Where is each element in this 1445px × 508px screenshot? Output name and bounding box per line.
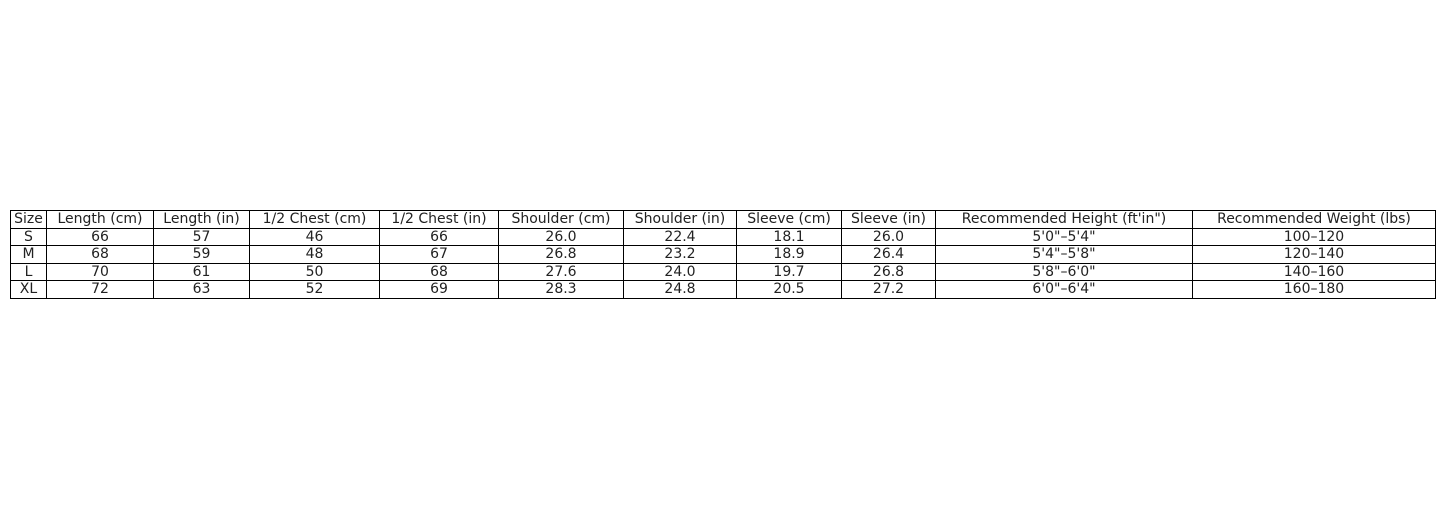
table-cell: L [10, 262, 47, 281]
column-header: Recommended Height (ft'in") [935, 210, 1193, 229]
table-cell: 140–160 [1192, 262, 1436, 281]
table-cell: 59 [153, 245, 250, 264]
column-header: 1/2 Chest (in) [379, 210, 499, 229]
table-cell: 18.9 [736, 245, 842, 264]
column-header: Size [10, 210, 47, 229]
table-cell: 19.7 [736, 262, 842, 281]
table-cell: 26.8 [498, 245, 624, 264]
table-cell: 68 [46, 245, 154, 264]
table-cell: 67 [379, 245, 499, 264]
column-header: Length (in) [153, 210, 250, 229]
table-cell: 68 [379, 262, 499, 281]
table-cell: 22.4 [623, 227, 737, 246]
column-header: Shoulder (cm) [498, 210, 624, 229]
table-cell: 26.4 [841, 245, 936, 264]
table-cell: 70 [46, 262, 154, 281]
table-cell: 69 [379, 280, 499, 299]
table-row: M 68 59 48 67 26.8 23.2 18.9 26.4 5'4"–5'8" 120–14… [10, 245, 1436, 264]
table-cell: 26.0 [498, 227, 624, 246]
header-row: Size Length (cm) Length (in) 1/2 Chest (cm)… [10, 210, 1436, 229]
table-cell: 48 [249, 245, 380, 264]
table-cell: 72 [46, 280, 154, 299]
table-cell: 28.3 [498, 280, 624, 299]
table-cell: 5'8"–6'0" [935, 262, 1193, 281]
table-cell: 6'0"–6'4" [935, 280, 1193, 299]
table-cell: 61 [153, 262, 250, 281]
table-cell: 24.8 [623, 280, 737, 299]
size-chart-table: Size Length (cm) Length (in) 1/2 Chest (cm)… [10, 210, 1436, 299]
table-cell: 5'0"–5'4" [935, 227, 1193, 246]
table-cell: 66 [379, 227, 499, 246]
table-cell: 27.6 [498, 262, 624, 281]
table-cell: 160–180 [1192, 280, 1436, 299]
table-cell: 26.8 [841, 262, 936, 281]
table-cell: 27.2 [841, 280, 936, 299]
table-cell: 24.0 [623, 262, 737, 281]
column-header: 1/2 Chest (cm) [249, 210, 380, 229]
table-cell: 66 [46, 227, 154, 246]
table-cell: S [10, 227, 47, 246]
column-header: Sleeve (cm) [736, 210, 842, 229]
table-cell: XL [10, 280, 47, 299]
table-cell: 57 [153, 227, 250, 246]
table-cell: 120–140 [1192, 245, 1436, 264]
table-row: S 66 57 46 66 26.0 22.4 18.1 26.0 5'0"–5'4" 100–12… [10, 227, 1436, 246]
column-header: Shoulder (in) [623, 210, 737, 229]
table-cell: 52 [249, 280, 380, 299]
table-cell: M [10, 245, 47, 264]
column-header: Sleeve (in) [841, 210, 936, 229]
column-header: Length (cm) [46, 210, 154, 229]
table-cell: 46 [249, 227, 380, 246]
table-cell: 63 [153, 280, 250, 299]
table-cell: 5'4"–5'8" [935, 245, 1193, 264]
table-cell: 26.0 [841, 227, 936, 246]
table-cell: 50 [249, 262, 380, 281]
table-row: XL 72 63 52 69 28.3 24.8 20.5 27.2 6'0"–6'4" 160–1… [10, 280, 1436, 299]
table-row: L 70 61 50 68 27.6 24.0 19.7 26.8 5'8"–6'0" 140–16… [10, 262, 1436, 281]
table-cell: 18.1 [736, 227, 842, 246]
table-cell: 23.2 [623, 245, 737, 264]
table-cell: 20.5 [736, 280, 842, 299]
table-cell: 100–120 [1192, 227, 1436, 246]
column-header: Recommended Weight (lbs) [1192, 210, 1436, 229]
